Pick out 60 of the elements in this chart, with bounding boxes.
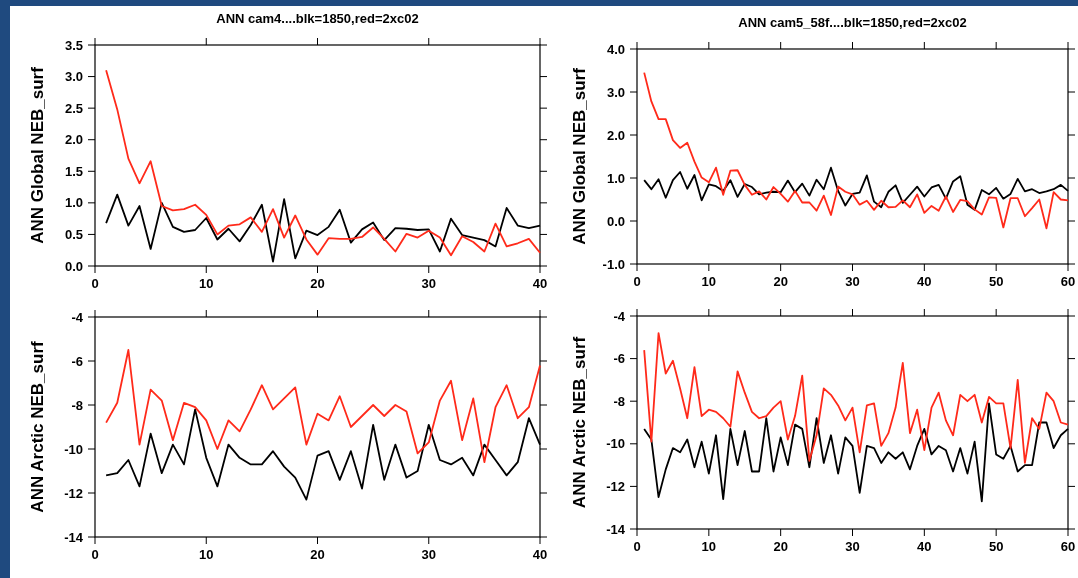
- x-tick-label: 10: [199, 547, 214, 562]
- y-tick-label: -12: [64, 485, 83, 501]
- x-tick-label: 40: [917, 274, 932, 289]
- x-tick-label: 20: [773, 539, 788, 554]
- chart-title: ANN cam5_58f....blk=1850,red=2xc02: [738, 15, 967, 30]
- y-tick-label: 1.0: [64, 195, 83, 211]
- x-tick-label: 0: [91, 276, 99, 291]
- x-tick-label: 0: [633, 539, 641, 554]
- x-tick-label: 40: [532, 276, 548, 291]
- y-tick-label: 4.0: [606, 41, 625, 57]
- y-tick-label: 1.5: [64, 163, 83, 179]
- x-tick-label: 60: [1060, 274, 1076, 289]
- y-tick-label: -1.0: [602, 256, 625, 272]
- y-axis-title: ANN Arctic NEB_surf: [28, 341, 47, 513]
- y-tick-label: -12: [606, 478, 625, 494]
- y-tick-label: 0.0: [606, 213, 625, 229]
- y-tick-label: -8: [613, 393, 625, 409]
- y-tick-label: -4: [71, 309, 84, 325]
- line-series: [105, 69, 541, 257]
- x-tick-label: 10: [701, 274, 717, 289]
- x-tick-label: 0: [91, 547, 99, 562]
- y-tick-label: -6: [71, 353, 83, 369]
- y-tick-label: 0.5: [64, 226, 83, 242]
- y-axis-title: ANN Arctic NEB_surf: [570, 336, 589, 509]
- y-tick-label: 2.5: [64, 100, 83, 116]
- x-tick-label: 20: [310, 276, 325, 291]
- x-tick-label: 20: [310, 547, 325, 562]
- y-tick-label: -10: [606, 436, 625, 452]
- y-tick-label: 3.5: [64, 37, 83, 53]
- y-tick-label: -14: [606, 521, 626, 537]
- line-series: [643, 71, 1069, 230]
- x-tick-label: 0: [633, 274, 641, 289]
- y-tick-label: -8: [71, 397, 83, 413]
- chart-title: ANN cam4....blk=1850,red=2xc02: [216, 11, 419, 26]
- y-tick-label: -4: [613, 308, 626, 324]
- x-tick-label: 50: [988, 274, 1004, 289]
- y-tick-label: -10: [64, 441, 83, 457]
- y-tick-label: 0.0: [64, 258, 83, 274]
- line-series: [643, 332, 1069, 464]
- y-tick-label: -6: [613, 351, 625, 367]
- y-axis-title: ANN Global NEB_surf: [570, 67, 589, 245]
- x-tick-label: 30: [421, 547, 436, 562]
- x-tick-label: 40: [917, 539, 932, 554]
- y-axis-title: ANN Global NEB_surf: [28, 66, 47, 244]
- x-tick-label: 30: [421, 276, 436, 291]
- x-tick-label: 30: [845, 274, 860, 289]
- y-tick-label: 2.0: [606, 127, 625, 143]
- y-tick-label: 3.0: [606, 84, 625, 100]
- x-tick-label: 10: [199, 276, 214, 291]
- x-tick-label: 10: [701, 539, 717, 554]
- x-tick-label: 60: [1060, 539, 1076, 554]
- x-tick-label: 30: [845, 539, 860, 554]
- y-tick-label: 1.0: [606, 170, 625, 186]
- y-tick-label: -14: [64, 529, 84, 545]
- y-tick-label: 2.0: [64, 132, 83, 148]
- line-series: [105, 349, 541, 464]
- y-tick-label: 3.0: [64, 69, 83, 85]
- x-tick-label: 50: [988, 539, 1004, 554]
- x-tick-label: 40: [532, 547, 548, 562]
- x-tick-label: 20: [773, 274, 788, 289]
